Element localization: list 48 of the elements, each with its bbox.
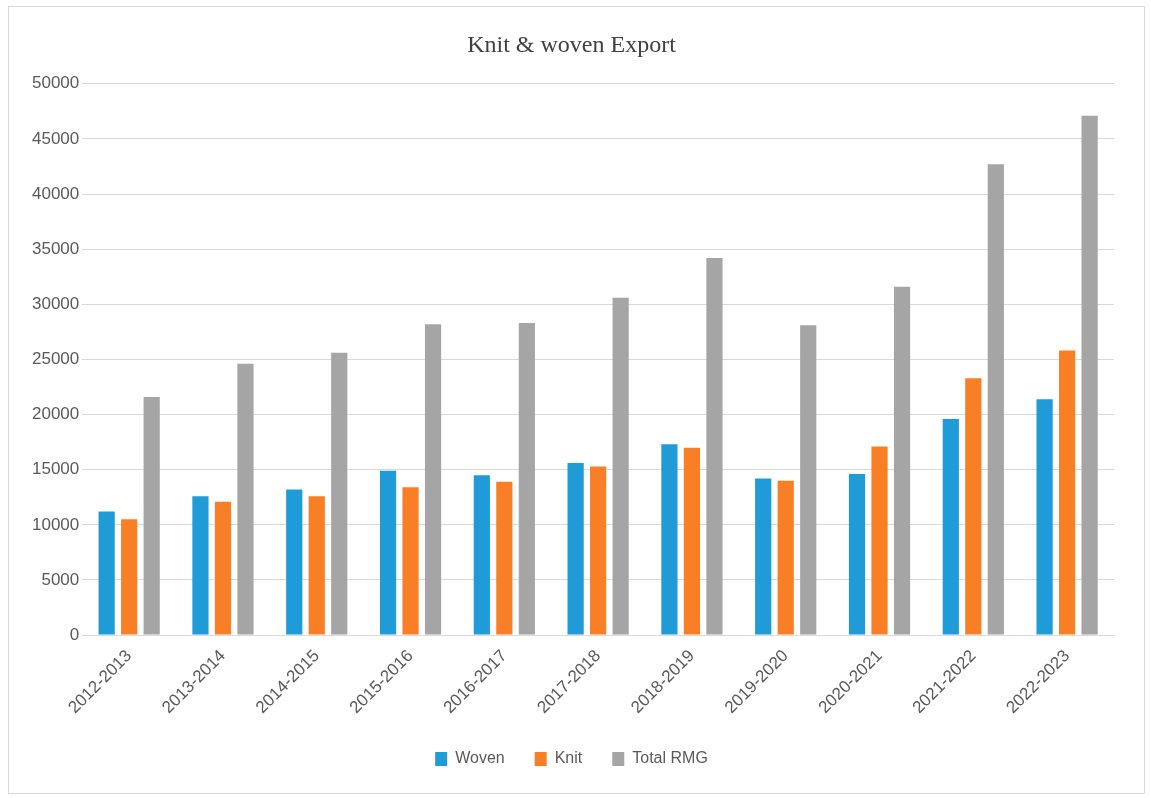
bar xyxy=(683,447,701,635)
y-tick-label: 20000 xyxy=(31,404,80,424)
bar xyxy=(331,352,348,635)
y-tick-label: 5000 xyxy=(41,569,80,589)
bar xyxy=(871,446,888,635)
bar xyxy=(612,297,629,635)
bar xyxy=(518,323,535,635)
bar xyxy=(893,286,911,635)
bar xyxy=(496,481,513,635)
bar xyxy=(590,466,607,635)
legend-label: Woven xyxy=(455,749,505,767)
bar xyxy=(402,487,419,635)
bar xyxy=(987,164,1004,635)
bar xyxy=(661,444,678,635)
bar xyxy=(942,418,959,635)
bar xyxy=(121,519,138,635)
bar xyxy=(424,324,442,635)
bar xyxy=(800,325,817,635)
bar xyxy=(777,480,794,635)
bar xyxy=(143,396,160,635)
bar xyxy=(1036,399,1053,635)
y-tick-label: 10000 xyxy=(31,514,80,534)
bar xyxy=(706,258,723,635)
bar xyxy=(567,463,584,635)
chart-title: Knit & woven Export xyxy=(467,30,677,57)
bar xyxy=(192,496,209,635)
bar xyxy=(473,475,490,635)
bar xyxy=(965,378,982,635)
y-tick-label: 0 xyxy=(69,624,80,644)
y-tick-label: 30000 xyxy=(31,294,80,313)
bar xyxy=(308,496,325,635)
bar xyxy=(214,501,232,635)
bar xyxy=(98,511,115,635)
bar xyxy=(848,474,866,635)
bar xyxy=(237,363,254,635)
bar xyxy=(1059,350,1076,635)
y-tick-label: 15000 xyxy=(31,459,80,479)
legend-label: Total RMG xyxy=(632,749,708,767)
y-tick-label: 25000 xyxy=(31,349,80,369)
y-tick-label: 35000 xyxy=(31,238,80,258)
y-tick-label: 45000 xyxy=(31,128,80,148)
bar xyxy=(755,478,772,635)
y-tick-label: 50000 xyxy=(31,73,80,93)
bar xyxy=(379,470,397,635)
y-tick-label: 40000 xyxy=(31,183,80,203)
legend-label: Knit xyxy=(554,749,583,767)
bar xyxy=(286,489,303,635)
bar xyxy=(1081,115,1098,635)
